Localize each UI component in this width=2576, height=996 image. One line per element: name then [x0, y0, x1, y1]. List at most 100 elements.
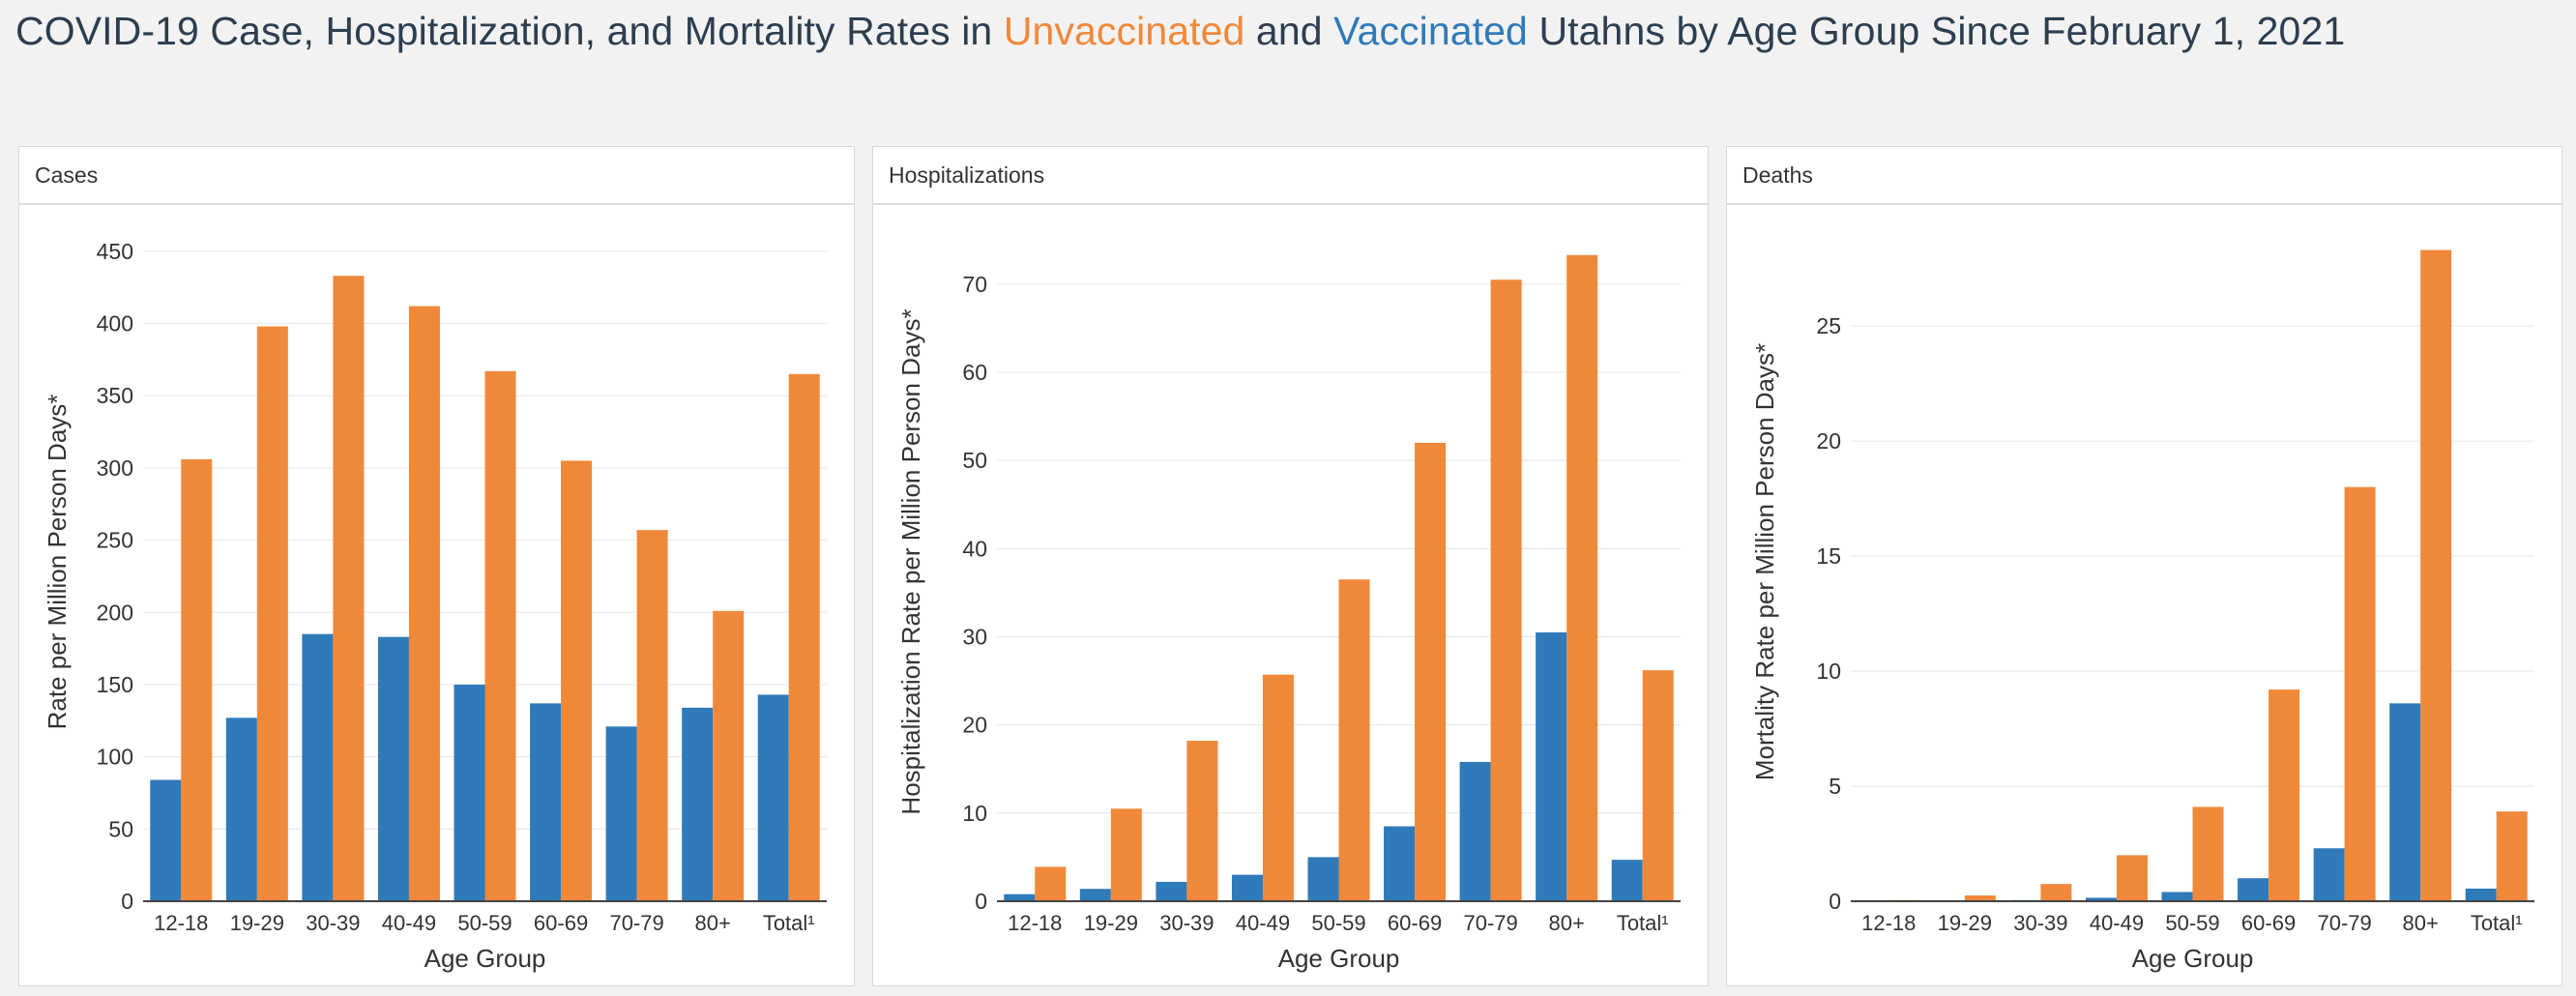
unvaccinated-bar	[1110, 808, 1142, 901]
unvaccinated-bar	[1415, 442, 1447, 901]
x-tick-label: 50-59	[2165, 911, 2219, 935]
y-tick-label: 400	[97, 311, 133, 337]
y-tick-label: 40	[962, 536, 987, 561]
deaths-panel: Deaths 0 5 10 15 20 25 12-18 19-29 30-39 40-49 50-…	[1726, 146, 2562, 986]
vaccinated-bar	[1156, 881, 1187, 901]
x-tick-label: Total¹	[2471, 911, 2523, 935]
vaccinated-bar	[1307, 857, 1339, 901]
x-axis-label: Age Group	[1278, 944, 1400, 973]
x-tick-label: 40-49	[382, 911, 436, 935]
unvaccinated-bar	[2420, 249, 2452, 902]
title-part-1: COVID-19 Case, Hospitalization, and Mort…	[15, 9, 1004, 53]
vaccinated-bar	[454, 684, 485, 901]
unvaccinated-bar	[1035, 866, 1067, 901]
x-tick-label: 19-29	[230, 911, 284, 935]
vaccinated-bar	[1459, 761, 1491, 901]
x-axis-label: Age Group	[424, 944, 546, 973]
unvaccinated-bar	[561, 460, 593, 901]
y-tick-label: 250	[97, 528, 133, 553]
x-tick-label: 50-59	[457, 911, 512, 935]
x-tick-label: 30-39	[1159, 911, 1214, 935]
x-tick-label: 80+	[695, 911, 731, 935]
x-tick-label: 70-79	[2317, 911, 2371, 935]
x-tick-label: 60-69	[2241, 911, 2296, 935]
y-axis-label: Hospitalization Rate per Million Person …	[896, 308, 925, 814]
y-tick-label: 10	[962, 801, 987, 826]
unvaccinated-bar	[1186, 741, 1218, 901]
y-tick-label: 20	[962, 713, 987, 738]
unvaccinated-bar	[1338, 579, 1370, 901]
vaccinated-bar	[1079, 889, 1111, 901]
x-axis-label: Age Group	[2132, 944, 2254, 973]
unvaccinated-bar	[484, 370, 516, 902]
title-vaccinated: Vaccinated	[1333, 9, 1528, 53]
y-tick-label: 300	[97, 455, 133, 481]
y-tick-label: 200	[97, 600, 133, 625]
unvaccinated-bar	[1490, 279, 1522, 901]
vaccinated-bar	[2465, 888, 2497, 901]
vaccinated-bar	[225, 718, 257, 901]
unvaccinated-bar	[408, 306, 440, 902]
hospitalizations-panel-title: Hospitalizations	[873, 147, 1708, 205]
title-unvaccinated: Unvaccinated	[1003, 9, 1245, 53]
deaths-chart: 0 5 10 15 20 25 12-18 19-29 30-39 40-49 50-59 60-69…	[1750, 249, 2534, 973]
y-tick-label: 10	[1816, 659, 1841, 684]
x-tick-label: 19-29	[1084, 911, 1138, 935]
page-title: COVID-19 Case, Hospitalization, and Mort…	[15, 4, 2345, 58]
vaccinated-bar	[1536, 631, 1567, 901]
vaccinated-bar	[2389, 703, 2421, 901]
hospitalizations-chart: 0 10 20 30 40 50 60 70 12-18 19-29 30-39 40-49 50-59…	[896, 254, 1681, 973]
y-tick-label: 0	[975, 889, 987, 914]
vaccinated-bar	[1231, 874, 1263, 901]
unvaccinated-bar	[713, 610, 745, 901]
y-tick-label: 30	[962, 624, 987, 649]
unvaccinated-bar	[2116, 855, 2148, 901]
unvaccinated-bar	[1642, 670, 1674, 901]
vaccinated-bar	[1611, 860, 1643, 901]
y-tick-label: 450	[97, 239, 133, 264]
y-tick-label: 60	[962, 360, 987, 385]
y-tick-label: 50	[108, 816, 133, 841]
vaccinated-bar	[302, 633, 334, 901]
deaths-panel-title: Deaths	[1727, 147, 2561, 205]
vaccinated-bar	[1004, 893, 1036, 901]
vaccinated-bar	[2238, 878, 2269, 901]
vaccinated-bar	[605, 726, 637, 901]
vaccinated-bar	[1384, 826, 1416, 901]
vaccinated-bar	[2085, 897, 2117, 901]
x-tick-label: 12-18	[1861, 911, 1916, 935]
y-tick-label: 0	[121, 889, 133, 914]
hospitalizations-panel: Hospitalizations 0 10 20 30 40 50 60 70 12-18 19-…	[872, 146, 1709, 986]
unvaccinated-bar	[1262, 674, 1294, 901]
vaccinated-bar	[2161, 892, 2193, 901]
unvaccinated-bar	[2496, 811, 2528, 901]
unvaccinated-bar	[788, 373, 820, 901]
x-tick-label: 60-69	[1388, 911, 1442, 935]
unvaccinated-bar	[2269, 689, 2300, 901]
unvaccinated-bar	[1566, 254, 1598, 901]
x-tick-label: 40-49	[2090, 911, 2144, 935]
unvaccinated-bar	[636, 530, 668, 901]
cases-chart: 0 50 100 150 200 250 300 350 400 450 12-18 19-29 30-…	[43, 239, 827, 973]
y-tick-label: 15	[1816, 543, 1841, 569]
y-axis-label: Rate per Million Person Days*	[43, 395, 72, 730]
y-axis-label: Mortality Rate per Million Person Days*	[1750, 343, 1779, 780]
x-tick-label: 12-18	[1008, 911, 1062, 935]
vaccinated-bar	[682, 707, 714, 901]
vaccinated-bar	[2313, 848, 2345, 901]
cases-panel-title: Cases	[19, 147, 854, 205]
unvaccinated-bar	[2040, 884, 2072, 901]
unvaccinated-bar	[333, 276, 365, 902]
unvaccinated-bar	[256, 326, 288, 902]
y-tick-label: 350	[97, 383, 133, 408]
unvaccinated-bar	[2192, 806, 2224, 901]
unvaccinated-bar	[181, 458, 213, 901]
x-tick-label: 60-69	[534, 911, 588, 935]
x-tick-label: 40-49	[1236, 911, 1290, 935]
y-tick-label: 25	[1816, 313, 1841, 338]
x-tick-label: 70-79	[609, 911, 663, 935]
x-tick-label: 19-29	[1938, 911, 1992, 935]
y-tick-label: 5	[1829, 774, 1841, 799]
x-tick-label: 12-18	[154, 911, 208, 935]
y-tick-label: 0	[1829, 889, 1841, 914]
